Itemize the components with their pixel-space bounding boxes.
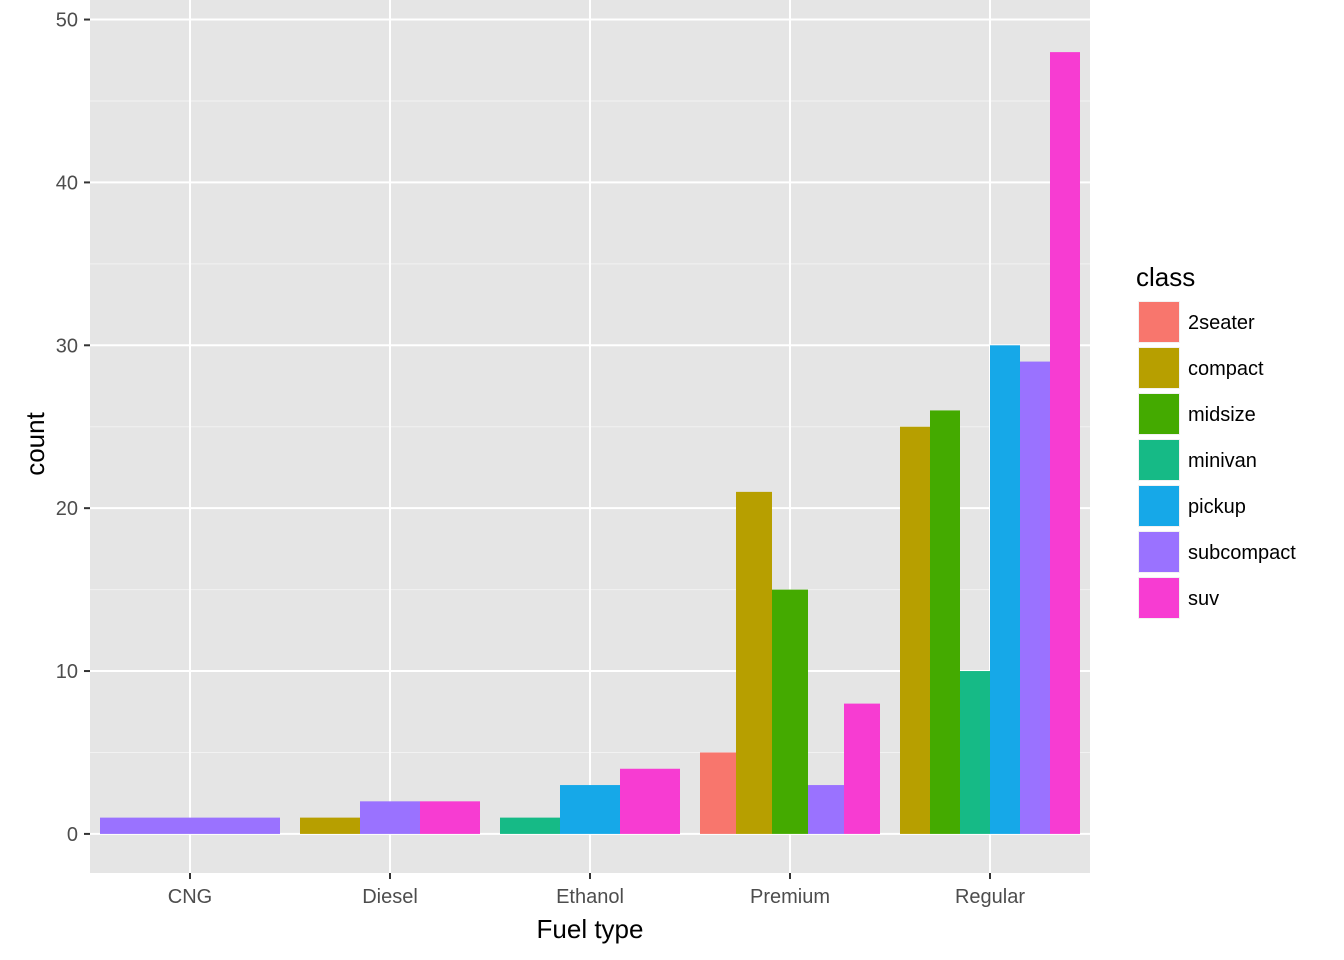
bar-pickup bbox=[560, 785, 620, 834]
bar-suv bbox=[620, 768, 680, 834]
legend-label-subcompact: subcompact bbox=[1188, 542, 1296, 564]
legend-label-midsize: midsize bbox=[1188, 404, 1256, 426]
legend-swatch-compact bbox=[1139, 348, 1179, 388]
bar-midsize bbox=[772, 589, 808, 834]
legend-swatch-minivan bbox=[1139, 440, 1179, 480]
legend-label-minivan: minivan bbox=[1188, 450, 1257, 472]
bar-suv bbox=[844, 703, 880, 834]
x-tick-label: Diesel bbox=[362, 886, 418, 908]
bar-suv bbox=[420, 801, 480, 834]
x-axis-title: Fuel type bbox=[537, 914, 644, 944]
y-tick-label: 30 bbox=[56, 335, 78, 357]
x-tick-label: Regular bbox=[955, 886, 1025, 908]
bar-pickup bbox=[990, 345, 1020, 834]
bar-subcompact bbox=[1020, 361, 1050, 834]
bar-minivan bbox=[500, 817, 560, 834]
y-tick-label: 20 bbox=[56, 498, 78, 520]
bar-compact bbox=[900, 426, 930, 834]
legend: class 2seater compact midsize minivan pickup… bbox=[1136, 262, 1296, 619]
legend-label-compact: compact bbox=[1188, 358, 1264, 380]
legend-title: class bbox=[1136, 262, 1195, 292]
bar-2seater bbox=[700, 752, 736, 834]
bar-midsize bbox=[930, 410, 960, 834]
legend-label-2seater: 2seater bbox=[1188, 312, 1255, 334]
legend-swatch-pickup bbox=[1139, 486, 1179, 526]
x-tick-label: CNG bbox=[168, 886, 212, 908]
bar-minivan bbox=[960, 671, 990, 834]
legend-swatch-suv bbox=[1139, 578, 1179, 618]
legend-swatch-midsize bbox=[1139, 394, 1179, 434]
y-tick-label: 50 bbox=[56, 10, 78, 32]
x-axis: CNG Diesel Ethanol Premium Regular bbox=[168, 873, 1025, 908]
bar-compact bbox=[300, 817, 360, 834]
x-tick-label: Ethanol bbox=[556, 886, 624, 908]
legend-label-suv: suv bbox=[1188, 588, 1219, 610]
bars bbox=[100, 52, 1080, 834]
bar-suv bbox=[1050, 52, 1080, 834]
bar-subcompact bbox=[808, 785, 844, 834]
legend-label-pickup: pickup bbox=[1188, 496, 1246, 518]
y-tick-label: 0 bbox=[67, 824, 78, 846]
x-tick-label: Premium bbox=[750, 886, 830, 908]
y-axis-title: count bbox=[20, 411, 50, 475]
legend-swatch-2seater bbox=[1139, 302, 1179, 342]
bar-subcompact bbox=[360, 801, 420, 834]
y-tick-label: 40 bbox=[56, 172, 78, 194]
bar-subcompact bbox=[100, 817, 280, 834]
bar-compact bbox=[736, 491, 772, 834]
y-axis: 0 10 20 30 40 50 bbox=[56, 10, 90, 846]
major-gridlines bbox=[90, 0, 1090, 873]
legend-swatch-subcompact bbox=[1139, 532, 1179, 572]
y-tick-label: 10 bbox=[56, 661, 78, 683]
